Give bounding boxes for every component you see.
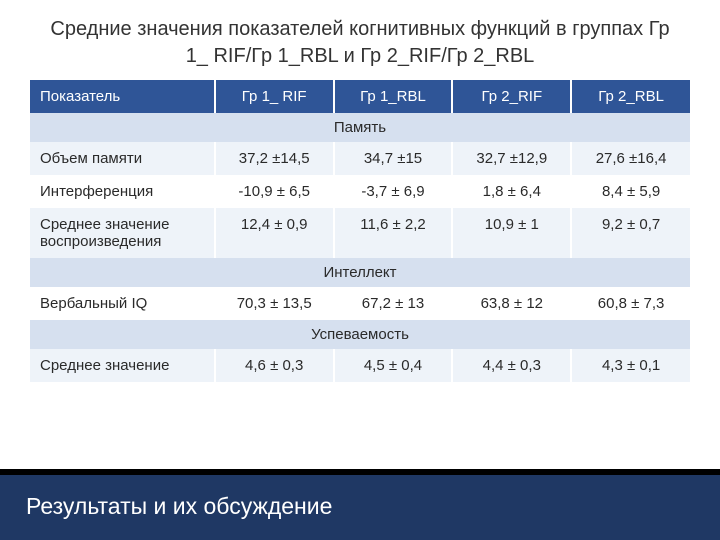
cell-value: -10,9 ± 6,5 bbox=[215, 175, 334, 208]
data-table-wrap: Показатель Гр 1_ RIF Гр 1_RBL Гр 2_RIF Г… bbox=[0, 80, 720, 382]
cell-label: Вербальный IQ bbox=[30, 287, 215, 320]
cell-value: 12,4 ± 0,9 bbox=[215, 208, 334, 258]
cell-value: 34,7 ±15 bbox=[334, 142, 453, 175]
cell-value: 63,8 ± 12 bbox=[452, 287, 571, 320]
section-performance: Успеваемость bbox=[30, 320, 690, 349]
footer-bar: Результаты и их обсуждение bbox=[0, 469, 720, 540]
section-label: Память bbox=[30, 113, 690, 142]
table-row: Объем памяти 37,2 ±14,5 34,7 ±15 32,7 ±1… bbox=[30, 142, 690, 175]
cell-label: Объем памяти bbox=[30, 142, 215, 175]
cell-value: 8,4 ± 5,9 bbox=[571, 175, 690, 208]
table-row: Вербальный IQ 70,3 ± 13,5 67,2 ± 13 63,8… bbox=[30, 287, 690, 320]
cell-value: 9,2 ± 0,7 bbox=[571, 208, 690, 258]
cognitive-table: Показатель Гр 1_ RIF Гр 1_RBL Гр 2_RIF Г… bbox=[30, 80, 690, 382]
cell-value: 1,8 ± 6,4 bbox=[452, 175, 571, 208]
section-intellect: Интеллект bbox=[30, 258, 690, 287]
col-header-g2rif: Гр 2_RIF bbox=[452, 80, 571, 113]
footer-title: Результаты и их обсуждение bbox=[26, 493, 332, 519]
table-header-row: Показатель Гр 1_ RIF Гр 1_RBL Гр 2_RIF Г… bbox=[30, 80, 690, 113]
col-header-g1rbl: Гр 1_RBL bbox=[334, 80, 453, 113]
cell-label: Среднее значение bbox=[30, 349, 215, 382]
cell-value: 60,8 ± 7,3 bbox=[571, 287, 690, 320]
spacer bbox=[0, 382, 720, 469]
table-row: Среднее значение воспроизведения 12,4 ± … bbox=[30, 208, 690, 258]
slide-title-wrap: Средние значения показателей когнитивных… bbox=[0, 0, 720, 80]
section-memory: Память bbox=[30, 113, 690, 142]
cell-value: 67,2 ± 13 bbox=[334, 287, 453, 320]
cell-value: 4,3 ± 0,1 bbox=[571, 349, 690, 382]
cell-value: 4,5 ± 0,4 bbox=[334, 349, 453, 382]
table-row: Среднее значение 4,6 ± 0,3 4,5 ± 0,4 4,4… bbox=[30, 349, 690, 382]
col-header-g1rif: Гр 1_ RIF bbox=[215, 80, 334, 113]
cell-label: Среднее значение воспроизведения bbox=[30, 208, 215, 258]
slide-title: Средние значения показателей когнитивных… bbox=[50, 16, 670, 70]
cell-value: 10,9 ± 1 bbox=[452, 208, 571, 258]
cell-value: 11,6 ± 2,2 bbox=[334, 208, 453, 258]
cell-value: 70,3 ± 13,5 bbox=[215, 287, 334, 320]
cell-value: -3,7 ± 6,9 bbox=[334, 175, 453, 208]
cell-value: 27,6 ±16,4 bbox=[571, 142, 690, 175]
section-label: Интеллект bbox=[30, 258, 690, 287]
section-label: Успеваемость bbox=[30, 320, 690, 349]
cell-value: 4,4 ± 0,3 bbox=[452, 349, 571, 382]
cell-value: 4,6 ± 0,3 bbox=[215, 349, 334, 382]
col-header-g2rbl: Гр 2_RBL bbox=[571, 80, 690, 113]
cell-label: Интерференция bbox=[30, 175, 215, 208]
table-row: Интерференция -10,9 ± 6,5 -3,7 ± 6,9 1,8… bbox=[30, 175, 690, 208]
col-header-indicator: Показатель bbox=[30, 80, 215, 113]
cell-value: 37,2 ±14,5 bbox=[215, 142, 334, 175]
cell-value: 32,7 ±12,9 bbox=[452, 142, 571, 175]
